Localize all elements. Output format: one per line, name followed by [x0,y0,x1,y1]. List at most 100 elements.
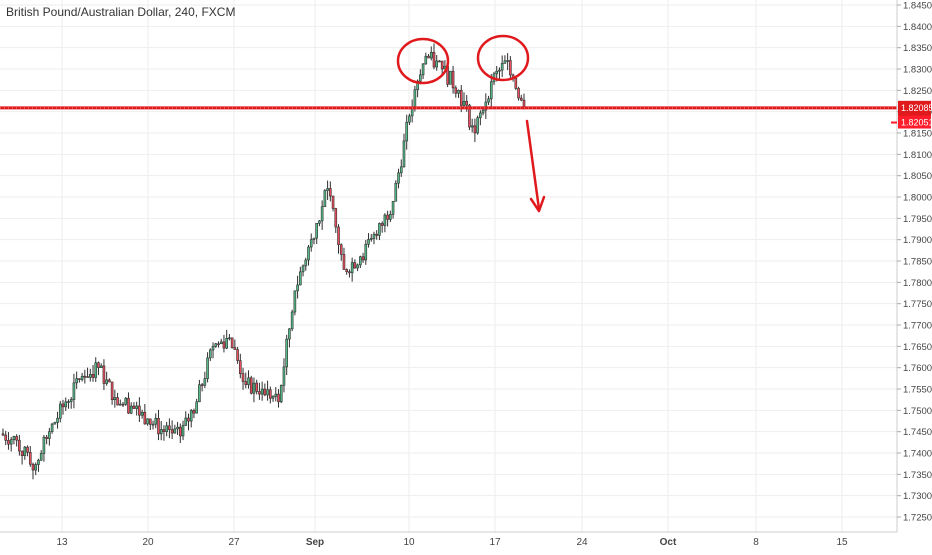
candle-body [108,379,111,383]
time-tick-label: 8 [753,537,759,548]
candle-body [138,405,141,416]
candle-body [309,239,313,248]
time-tick-label: 20 [142,537,154,548]
candle-body [462,100,466,106]
price-tick-label: 1.84500 [903,1,932,12]
price-tick-label: 1.83500 [903,43,932,54]
candle-body [394,182,398,202]
time-tick-label: Sep [306,537,324,548]
candle-body [318,220,321,224]
candle-body [18,439,21,452]
candle-body [1,433,5,436]
candle-body [449,70,452,85]
candle-body [230,337,234,348]
candle-body [4,434,8,441]
candle-body [39,453,43,461]
candle-body [484,101,488,111]
candle-body [64,401,68,408]
price-tick-label: 1.77000 [903,321,932,332]
candle-body [181,425,185,437]
time-tick-label: 17 [489,537,501,548]
candle-body [402,140,406,168]
candle-body [140,411,144,416]
candle-body [479,112,482,119]
candle-body [102,365,106,384]
candle-body [48,431,51,439]
candle-body [312,237,316,240]
price-tick-label: 1.80500 [903,171,932,182]
candle-body [121,403,125,406]
candle-body [307,246,310,261]
candle-body [271,396,275,399]
candle-body [88,374,92,378]
candle-body [266,389,269,396]
candle-body [214,343,218,347]
candle-body [429,52,433,59]
chart-title: British Pound/Australian Dollar, 240, FX… [6,5,236,19]
candle-body [23,446,27,456]
candle-body [285,338,288,368]
candle-body [179,426,182,437]
candle-body [320,206,324,222]
candle-body [168,425,171,430]
candle-body [91,374,95,378]
candle-body [299,271,302,286]
candle-body [386,214,389,220]
candle-body [159,429,163,435]
time-tick-label: 10 [403,537,415,548]
candle-body [293,290,297,313]
candle-body [244,381,248,386]
time-tick-label: 27 [228,537,240,548]
price-tick-label: 1.78500 [903,257,932,268]
candle-body [78,378,81,380]
candle-body [132,405,136,409]
price-tick-label: 1.76500 [903,342,932,353]
candle-body [503,60,507,64]
candle-body [465,100,469,106]
candle-body [315,223,318,239]
candle-body [148,418,152,425]
price-tick-label: 1.73500 [903,470,932,481]
time-tick-label: Oct [660,537,677,548]
candle-body [476,117,479,134]
candle-body [424,55,428,65]
candle-body [427,55,430,59]
candle-body [506,60,509,62]
candle-body [260,388,264,395]
candle-body [69,399,73,402]
candle-body [192,410,196,414]
price-tick-label: 1.76000 [903,363,932,374]
candle-body [356,264,359,269]
candle-body [263,388,267,396]
candle-body [105,379,108,384]
candle-body [209,349,212,359]
candle-body [34,464,38,471]
candle-body [184,417,188,426]
price-tick-label: 1.73000 [903,491,932,502]
candle-body [241,373,245,382]
time-tick-label: 24 [576,537,588,548]
candle-body [509,60,512,76]
candle-body [162,429,166,432]
candle-body [94,362,98,378]
candle-body [419,74,422,82]
candle-body [116,397,119,406]
candle-body [391,200,395,215]
candle-body [203,378,207,386]
bid-price-label: 1.82051 [901,118,932,128]
candle-body [86,376,89,378]
candle-body [454,87,458,94]
candle-body [487,98,490,103]
candle-body [380,223,384,226]
candle-body [173,428,177,434]
price-tick-label: 1.81000 [903,150,932,161]
candle-body [337,226,340,246]
candle-body [255,382,258,392]
candle-body [399,166,403,174]
candle-body [45,436,48,439]
candle-body [80,375,84,380]
candle-body [258,391,261,395]
candle-body [26,446,29,453]
